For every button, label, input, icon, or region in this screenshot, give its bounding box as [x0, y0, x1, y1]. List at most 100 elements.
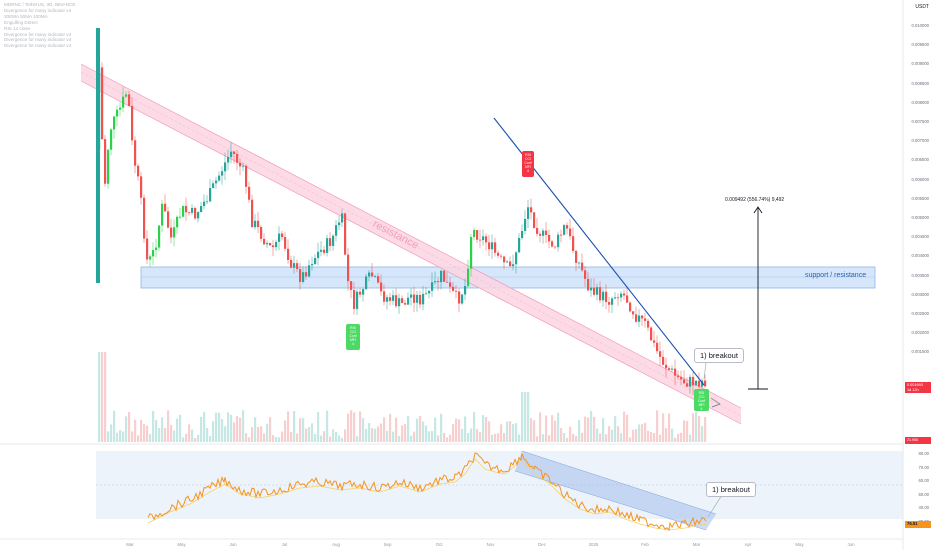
volume-bar	[653, 433, 656, 442]
candle-body	[689, 376, 692, 387]
candle-body	[209, 188, 212, 202]
volume-bar	[461, 428, 464, 442]
candle-body	[233, 151, 236, 154]
volume-bar	[482, 415, 485, 442]
symbol-title[interactable]: MDRNC / TetherUS, 3D, BINANCE	[4, 2, 76, 7]
volume-bar	[323, 431, 326, 442]
candle-body	[632, 311, 635, 315]
candle-body	[410, 294, 413, 298]
candle-body	[419, 294, 422, 305]
volume-bar	[677, 433, 680, 442]
candle-body	[701, 380, 704, 387]
volume-bar	[371, 428, 374, 442]
candle-body	[395, 295, 398, 307]
rsi-line[interactable]	[147, 452, 707, 532]
candle-body	[317, 251, 320, 259]
price-tick-label: 0.006500	[911, 157, 929, 163]
candle-body	[470, 237, 473, 269]
candle-body	[101, 67, 104, 140]
volume-bar	[689, 434, 692, 442]
buy-signal-badge[interactable]: RSI CCI Conf MFI 4	[694, 389, 709, 411]
candle-body	[626, 295, 629, 303]
candle-body	[596, 287, 599, 295]
candle-body	[491, 242, 494, 250]
volume-bar	[230, 414, 233, 442]
candle-body	[572, 236, 575, 251]
measure-label[interactable]: 0.009492 (556.74%) 9,492	[724, 197, 786, 203]
volume-bar	[464, 416, 467, 442]
volume-bar	[638, 424, 641, 442]
candle-body	[167, 211, 170, 228]
candle-body	[368, 272, 371, 277]
volume-bar	[215, 412, 218, 442]
volume-bar	[119, 430, 122, 442]
volume-bar	[98, 352, 101, 442]
volume-bar	[317, 412, 320, 442]
price-tick-label: 0.007500	[911, 119, 929, 124]
volume-bar	[290, 432, 293, 442]
volume-bar	[680, 432, 683, 442]
candle-body	[437, 281, 440, 283]
indicator-legend[interactable]: MDRNC / TetherUS, 3D, BINANCE Divergence…	[4, 2, 75, 49]
candle-body	[146, 238, 149, 260]
volume-bar	[701, 426, 704, 442]
breakout-callout[interactable]: 1) breakout	[694, 348, 744, 363]
volume-bar	[506, 421, 509, 442]
candle-body	[170, 227, 173, 238]
sell-signal-badge[interactable]: RSI CCI Conf MFI 4	[522, 151, 534, 177]
volume-bar	[101, 352, 104, 442]
candle-body	[347, 254, 350, 282]
legend-line[interactable]: Engulfing Detect	[4, 19, 38, 25]
time-tick-label: Jul	[281, 542, 288, 547]
volume-bar	[557, 412, 560, 442]
volume-bar	[437, 435, 440, 442]
rsi-breakout-callout[interactable]: 1) breakout	[706, 482, 756, 497]
legend-line[interactable]: Divergence for many indicator v4	[4, 31, 72, 37]
volume-bar	[224, 426, 227, 442]
candle-body	[569, 228, 572, 237]
volume-bar	[410, 435, 413, 442]
candle-body	[125, 94, 128, 97]
legend-line[interactable]: Divergence for many indicator v4	[4, 7, 72, 13]
legend-line[interactable]: 20EMA 50MA 100MA	[4, 13, 48, 19]
volume-bar	[563, 432, 566, 442]
candle-body	[392, 295, 395, 301]
candle-body	[242, 165, 245, 167]
candle-body	[200, 206, 203, 213]
volume-bar	[197, 434, 200, 442]
volume-bar	[476, 429, 479, 442]
volume-bar	[104, 352, 107, 442]
volume-bar	[212, 421, 215, 442]
candle-body	[479, 239, 482, 241]
volume-bar	[599, 433, 602, 442]
candle-body	[185, 205, 188, 213]
candle-body	[176, 216, 179, 228]
legend-line[interactable]: RSI 14 close	[4, 25, 31, 31]
candle-body	[212, 183, 215, 189]
candle-body	[128, 94, 131, 106]
candle-body	[407, 297, 410, 305]
currency-label[interactable]: USDT	[915, 4, 929, 10]
candle-body	[305, 272, 308, 277]
volume-bar	[419, 415, 422, 442]
volume-bar	[173, 430, 176, 442]
candle-body	[539, 233, 542, 236]
volume-bar	[662, 413, 665, 442]
time-tick-label: 2025	[588, 542, 599, 547]
buy-signal-badge[interactable]: RSI CCI Conf MFI 4	[346, 324, 360, 350]
candle-body	[443, 270, 446, 282]
candle-body	[308, 265, 311, 277]
volume-bar	[575, 436, 578, 442]
time-tick-label: Mar	[692, 542, 701, 547]
volume-bar	[647, 430, 650, 442]
legend-line[interactable]: Divergence for many indicator v4	[4, 43, 72, 49]
volume-bar	[671, 428, 674, 442]
resistance-upper-line	[80, 63, 742, 409]
candle-body	[218, 175, 221, 181]
volume-bar	[542, 434, 545, 442]
candle-body	[500, 255, 503, 257]
volume-bar	[152, 410, 155, 442]
legend-line[interactable]: Divergence for many indicator v4	[4, 37, 72, 43]
